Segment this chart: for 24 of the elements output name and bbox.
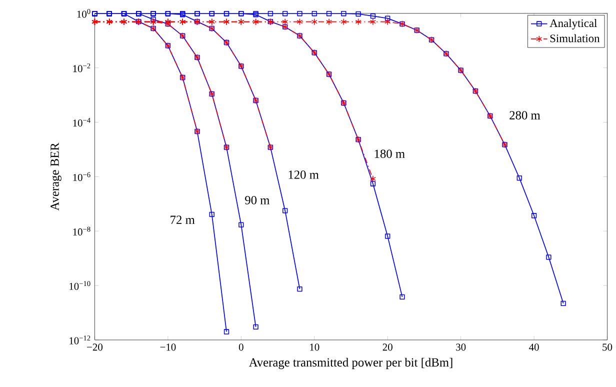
annotation: 72 m [170,216,195,224]
annotation: 90 m [245,196,270,204]
annotation: 180 m [374,150,405,158]
x-tick-label: 20 [382,344,392,351]
y-tick-label: 10$^{0}$ [77,8,90,18]
x-tick-label: −10 [160,344,176,351]
legend-label: Simulation [550,34,600,42]
x-tick-label: 50 [602,344,612,351]
y-tick-label: 10$^{−2}$ [73,63,90,72]
y-tick-label: 10$^{−10}$ [70,281,90,290]
y-tick-label: 10$^{−8}$ [73,226,90,236]
y-tick-label: 10$^{−6}$ [73,172,90,182]
y-tick-label: 10$^{−4}$ [73,118,90,127]
annotation: 120 m [288,170,319,179]
x-tick-label: 0 [238,344,244,351]
x-tick-label: 10 [310,344,320,351]
annotation: 280 m [510,111,540,120]
x-axis-title: Average transmitted power per bit [dBm] [248,358,452,370]
legend-label: Analytical [550,18,597,30]
y-tick-label: 10$^{−12}$ [70,336,90,344]
x-tick-label: 30 [456,344,466,351]
y-axis-title: Average BER [50,142,62,211]
x-tick-label: 40 [529,344,539,351]
x-tick-label: −20 [87,344,103,351]
